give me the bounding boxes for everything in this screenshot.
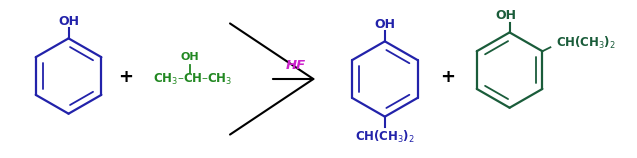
Text: +: + <box>118 68 133 86</box>
Text: HF: HF <box>286 59 306 72</box>
Text: OH: OH <box>181 52 199 62</box>
Text: OH: OH <box>375 18 396 31</box>
Text: CH$_3$–CH–CH$_3$: CH$_3$–CH–CH$_3$ <box>154 71 233 87</box>
Text: OH: OH <box>495 9 516 22</box>
Text: CH(CH$_3$)$_2$: CH(CH$_3$)$_2$ <box>355 128 415 145</box>
Text: OH: OH <box>58 15 79 28</box>
Text: +: + <box>440 68 455 86</box>
Text: CH(CH$_3$)$_2$: CH(CH$_3$)$_2$ <box>556 35 617 51</box>
